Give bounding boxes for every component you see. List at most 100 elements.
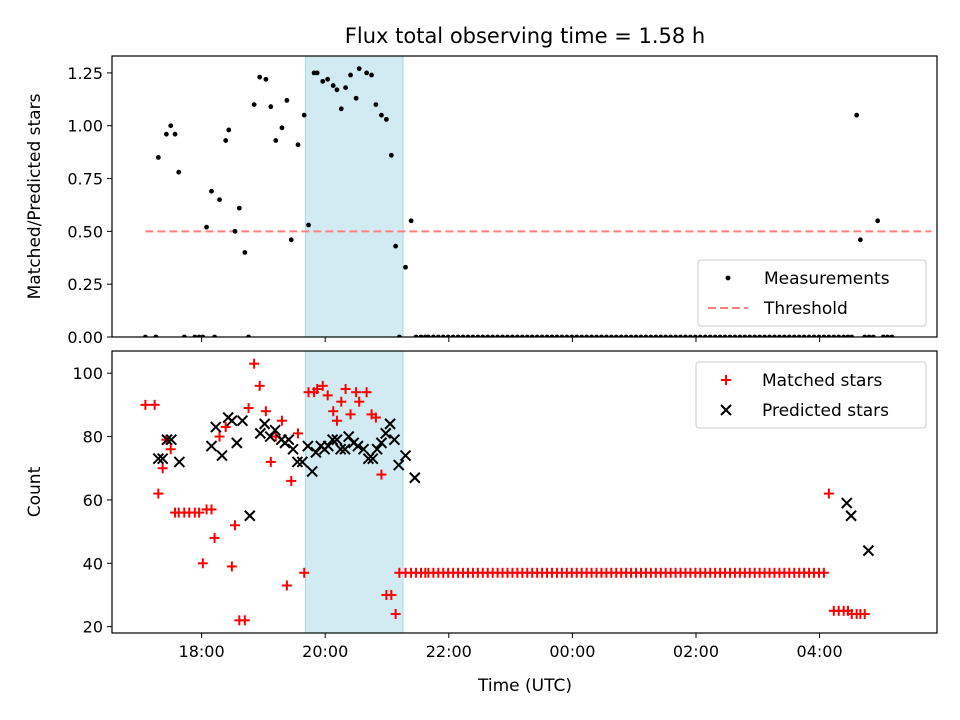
legend-box xyxy=(697,259,927,327)
matched-stars-point xyxy=(214,431,225,442)
legend: Matched stars Predicted stars xyxy=(695,361,927,429)
x-b xyxy=(258,418,271,430)
matched-stars-point xyxy=(331,415,342,426)
measurement-point xyxy=(268,104,274,110)
predicted-stars-point xyxy=(322,440,334,452)
matched-stars-point xyxy=(340,384,351,395)
x-b xyxy=(205,440,218,452)
matched-stars-point xyxy=(286,475,297,486)
measurement-point xyxy=(236,205,242,211)
legend-label: Matched stars xyxy=(762,371,882,391)
measurement-point xyxy=(388,152,394,158)
measurement-point xyxy=(232,228,238,234)
predicted-stars-point xyxy=(409,472,421,484)
matched-stars-point xyxy=(322,390,333,401)
matched-stars-point xyxy=(345,409,356,420)
measurement-point xyxy=(226,127,232,133)
measurement-point xyxy=(353,95,359,101)
matched-stars-point xyxy=(149,399,160,410)
measurement-point xyxy=(257,74,263,80)
predicted-stars-point xyxy=(216,449,228,462)
predicted-stars-point xyxy=(165,434,178,446)
matched-stars-point xyxy=(239,615,250,626)
measurement-point xyxy=(408,218,414,224)
x-b xyxy=(399,449,412,462)
predicted-stars-point xyxy=(367,453,379,465)
legend: Measurements Threshold xyxy=(697,259,927,327)
measurement-point xyxy=(379,112,384,118)
measurement-point xyxy=(251,102,257,107)
x-b xyxy=(302,440,314,452)
x-b xyxy=(342,430,355,443)
predicted-stars-point xyxy=(226,415,238,427)
matched-stars-point xyxy=(818,567,829,578)
x-tick-label: 02:00 xyxy=(673,642,719,661)
matched-stars-point xyxy=(370,412,381,423)
matched-stars-point xyxy=(281,580,292,591)
x-axis-label: Time (UTC) xyxy=(477,676,572,696)
x-b xyxy=(362,453,375,465)
y-tick-label: 20 xyxy=(83,618,103,637)
predicted-stars-point xyxy=(393,459,405,471)
predicted-stars-point xyxy=(302,440,314,452)
matched-stars-point xyxy=(823,488,834,499)
matched-stars-point xyxy=(376,469,387,480)
y-tick-label: 40 xyxy=(83,554,103,573)
predicted-stars-point xyxy=(291,456,304,468)
matched-stars-point xyxy=(386,589,397,600)
measurement-point xyxy=(330,83,336,88)
measurement-point xyxy=(168,123,174,129)
y-tick-label: 60 xyxy=(83,491,103,510)
matched-stars-point xyxy=(140,399,151,410)
x-b xyxy=(367,453,379,465)
measurement-point xyxy=(306,222,311,228)
x-b xyxy=(244,510,256,522)
matched-stars-point xyxy=(229,520,240,531)
measurement-point xyxy=(314,70,320,76)
matched-stars-point xyxy=(265,456,276,467)
measurement-point xyxy=(875,218,881,224)
measurement-point xyxy=(288,237,294,243)
measurement-point xyxy=(383,116,389,122)
measurement-point xyxy=(348,72,353,78)
x-b xyxy=(326,434,339,446)
measurement-point xyxy=(393,243,399,249)
x-b xyxy=(156,453,169,465)
measurement-point xyxy=(204,224,209,230)
y-tick-label: 0.50 xyxy=(67,222,103,241)
matched-stars-point xyxy=(317,380,328,391)
predicted-stars-point xyxy=(161,434,173,446)
y-tick-label: 1.25 xyxy=(67,64,103,83)
observing-interval-shade xyxy=(304,55,404,338)
x-b xyxy=(331,434,343,446)
legend-label: Measurements xyxy=(764,269,890,289)
matched-stars-point xyxy=(299,567,310,578)
predicted-stars-point xyxy=(357,443,370,455)
axes-frame xyxy=(111,55,938,338)
data-layer xyxy=(140,358,875,626)
measurement-point xyxy=(369,72,374,78)
matched-stars-point xyxy=(351,387,362,398)
measurement-point xyxy=(854,112,860,118)
predicted-stars-point xyxy=(236,415,249,427)
matched-stars-point xyxy=(293,428,304,439)
predicted-stars-point xyxy=(254,427,267,440)
x-b xyxy=(352,440,364,452)
matched-stars-point xyxy=(194,507,205,518)
x-b xyxy=(375,437,388,449)
predicted-stars-point xyxy=(845,510,857,522)
x-b xyxy=(393,459,405,471)
matched-stars-point xyxy=(354,396,365,407)
x-b xyxy=(254,427,267,440)
predicted-stars-point xyxy=(205,440,218,452)
predicted-stars-point xyxy=(334,443,347,455)
predicted-stars-point xyxy=(362,453,375,465)
predicted-stars-point xyxy=(306,465,318,478)
matched-stars-point xyxy=(157,463,168,474)
x-b xyxy=(296,456,309,468)
y-tick-label: 0.25 xyxy=(67,275,103,294)
matched-stars-point xyxy=(361,387,372,398)
legend-marker-dot xyxy=(725,275,731,281)
matched-stars-point xyxy=(220,422,231,433)
